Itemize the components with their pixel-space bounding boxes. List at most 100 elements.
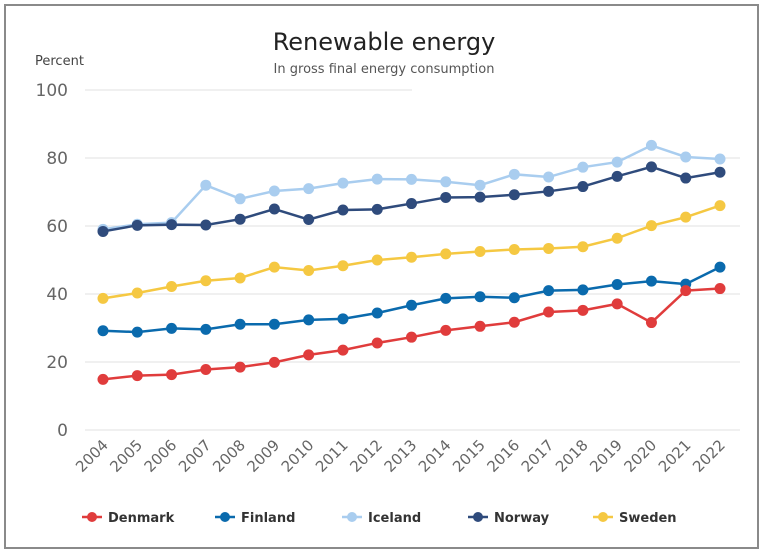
data-point [97, 373, 109, 385]
y-tick-label: 60 [46, 217, 68, 237]
data-point [97, 325, 109, 337]
data-point [577, 284, 589, 296]
data-point [680, 285, 692, 297]
legend-item-finland: Finland [215, 511, 295, 526]
data-point [268, 261, 280, 273]
x-tick-label: 2019 [586, 436, 626, 476]
data-point [543, 171, 555, 183]
data-point [166, 369, 178, 381]
data-point [543, 306, 555, 318]
data-point [714, 200, 726, 212]
data-point [200, 275, 212, 287]
data-point [577, 181, 589, 193]
y-tick-label: 40 [46, 285, 68, 305]
x-tick-label: 2007 [175, 436, 215, 476]
data-point [611, 232, 623, 244]
data-point [543, 242, 555, 254]
series-norway [97, 161, 726, 237]
data-point [645, 139, 657, 151]
data-point [440, 292, 452, 304]
data-point [131, 287, 143, 299]
data-point [508, 292, 520, 304]
legend-marker [473, 512, 483, 522]
data-point [440, 176, 452, 188]
data-point [166, 219, 178, 231]
data-point [234, 318, 246, 330]
data-point [371, 307, 383, 319]
x-tick-label: 2010 [278, 436, 318, 476]
data-point [645, 161, 657, 173]
x-tick-label: 2013 [381, 436, 421, 476]
legend-label: Norway [494, 511, 550, 526]
data-point [645, 317, 657, 329]
legend-label: Finland [241, 511, 295, 526]
data-point [577, 161, 589, 173]
legend-label: Sweden [619, 511, 677, 526]
x-tick-label: 2004 [72, 436, 112, 476]
legend-marker [347, 512, 357, 522]
data-point [680, 151, 692, 163]
data-point [337, 177, 349, 189]
y-axis-label: Percent [35, 54, 84, 69]
data-point [234, 213, 246, 225]
data-point [474, 246, 486, 257]
data-point [440, 191, 452, 203]
data-point [234, 361, 246, 373]
data-point [680, 172, 692, 184]
legend-marker [220, 512, 230, 522]
legend-item-norway: Norway [468, 511, 550, 526]
data-point [166, 281, 178, 293]
data-point [337, 344, 349, 356]
y-tick-label: 20 [46, 353, 68, 373]
data-point [131, 219, 143, 231]
data-point [200, 219, 212, 231]
data-point [268, 203, 280, 215]
data-point [371, 203, 383, 215]
data-point [714, 153, 726, 165]
series-sweden [97, 200, 726, 304]
data-point [200, 363, 212, 375]
data-point [131, 370, 143, 382]
y-tick-label: 100 [36, 81, 68, 101]
data-point [97, 225, 109, 237]
x-tick-label: 2008 [209, 436, 249, 476]
data-point [234, 193, 246, 205]
data-point [474, 191, 486, 203]
x-tick-label: 2017 [518, 436, 558, 476]
data-point [508, 189, 520, 201]
x-tick-label: 2015 [449, 436, 489, 476]
data-point [234, 272, 246, 284]
data-point [440, 324, 452, 336]
data-point [200, 323, 212, 335]
data-point [508, 316, 520, 328]
data-point [406, 251, 417, 263]
data-point [337, 260, 349, 272]
legend-item-denmark: Denmark [82, 511, 175, 526]
data-point [714, 261, 726, 273]
data-point [97, 292, 109, 304]
x-tick-label: 2022 [689, 436, 729, 476]
x-tick-label: 2006 [141, 436, 181, 476]
data-point [611, 298, 623, 310]
data-point [611, 278, 623, 290]
x-tick-label: 2005 [106, 436, 146, 476]
x-tick-label: 2020 [621, 436, 661, 476]
data-point [577, 241, 589, 253]
data-point [406, 173, 417, 185]
data-point [371, 254, 383, 266]
data-point [166, 322, 178, 334]
data-point [131, 326, 143, 338]
data-point [303, 314, 315, 326]
x-tick-label: 2012 [346, 436, 386, 476]
data-point [440, 248, 452, 260]
data-point [406, 299, 417, 311]
series-line [102, 266, 721, 334]
x-tick-label: 2011 [312, 436, 352, 476]
data-point [303, 349, 315, 361]
legend-label: Iceland [368, 511, 421, 526]
data-point [303, 214, 315, 226]
data-point [611, 170, 623, 182]
legend-label: Denmark [108, 511, 175, 526]
data-point [474, 179, 486, 191]
x-tick-label: 2021 [655, 436, 695, 476]
